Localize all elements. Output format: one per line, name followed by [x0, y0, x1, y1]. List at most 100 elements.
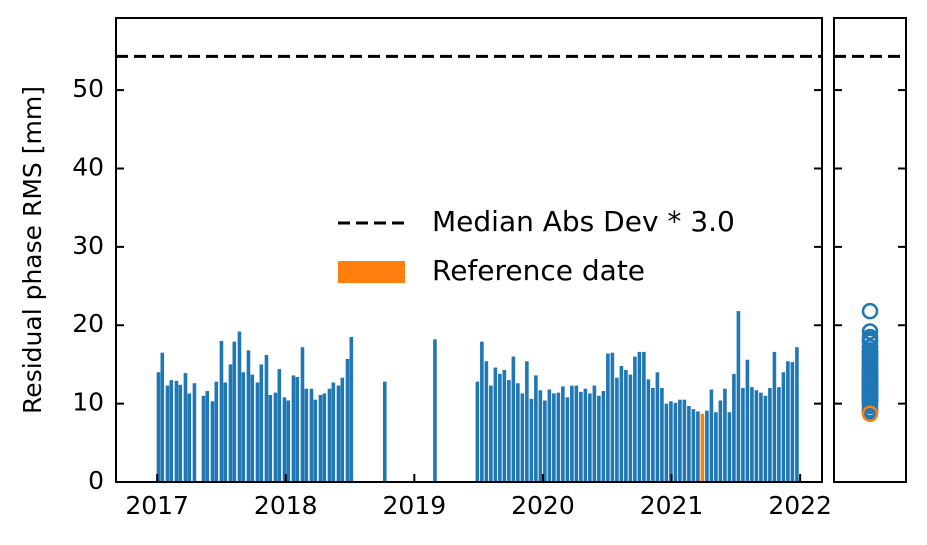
- x-tick-label: 2022: [768, 491, 832, 520]
- strip-point: [861, 323, 879, 340]
- strip-point: [861, 387, 879, 405]
- bar: [588, 393, 592, 482]
- bar: [382, 381, 387, 482]
- y-tick-label: 20: [72, 309, 104, 338]
- bar: [246, 350, 251, 482]
- y-tick-label: 50: [72, 74, 104, 103]
- bar: [534, 375, 538, 482]
- x-tick-label: 2018: [254, 491, 318, 520]
- bar: [498, 373, 502, 482]
- bar: [619, 366, 624, 482]
- bar: [156, 372, 161, 482]
- bar: [552, 393, 556, 482]
- bar: [633, 356, 637, 482]
- bar: [669, 401, 673, 482]
- bar: [556, 392, 561, 482]
- bar: [178, 384, 183, 482]
- bar: [241, 372, 246, 482]
- bar: [763, 395, 768, 482]
- bar: [768, 387, 772, 482]
- bar: [606, 353, 610, 482]
- bar: [646, 379, 651, 482]
- bar: [255, 382, 260, 482]
- bar: [786, 361, 790, 482]
- bar: [637, 351, 642, 482]
- bar: [732, 373, 736, 482]
- bar: [259, 364, 264, 482]
- strip-point: [861, 343, 879, 361]
- bar: [781, 372, 786, 482]
- bar: [331, 382, 336, 482]
- bar: [165, 385, 170, 482]
- bar: [187, 393, 192, 482]
- bar: [759, 392, 763, 482]
- bar: [691, 409, 696, 482]
- bar: [340, 377, 345, 482]
- bar: [579, 391, 583, 482]
- bar: [273, 392, 278, 482]
- y-tick-label: 40: [72, 152, 104, 181]
- bar: [516, 383, 520, 482]
- bar: [601, 391, 606, 482]
- bar: [313, 399, 318, 482]
- y-tick-label: 0: [88, 466, 104, 495]
- bar: [160, 352, 165, 482]
- bar: [750, 387, 754, 482]
- bar: [268, 395, 273, 482]
- bar: [480, 341, 484, 482]
- bar: [232, 341, 237, 482]
- bar: [660, 387, 664, 482]
- bar: [322, 393, 327, 482]
- bar: [655, 372, 660, 482]
- bar: [295, 376, 300, 482]
- y-tick-label: 10: [72, 388, 104, 417]
- bar: [345, 358, 350, 482]
- bar: [790, 362, 795, 482]
- bar: [264, 355, 269, 482]
- bar: [507, 380, 511, 482]
- bar: [286, 400, 291, 482]
- bar: [642, 351, 646, 482]
- bar: [493, 367, 498, 482]
- bar: [174, 380, 179, 482]
- bar: [682, 399, 687, 482]
- bar: [727, 412, 732, 482]
- bar: [169, 380, 174, 482]
- bar: [714, 412, 718, 482]
- bar: [277, 369, 282, 482]
- bar: [583, 388, 588, 482]
- strip-point: [861, 338, 879, 356]
- bar: [228, 364, 233, 482]
- bar: [741, 387, 745, 482]
- legend-label: Median Abs Dev * 3.0: [432, 205, 735, 238]
- bar: [219, 340, 224, 482]
- bar: [525, 361, 529, 482]
- x-tick-label: 2017: [125, 491, 189, 520]
- bar: [475, 381, 480, 482]
- bar: [205, 391, 210, 482]
- y-tick-label: 30: [72, 231, 104, 260]
- strip-point: [861, 405, 879, 423]
- bar: [192, 383, 197, 482]
- bar: [696, 411, 700, 482]
- bar: [327, 388, 332, 482]
- bar: [484, 361, 489, 482]
- bar: [709, 389, 714, 482]
- bar: [237, 331, 242, 482]
- bar: [561, 386, 565, 482]
- bar: [718, 400, 723, 482]
- bar: [772, 351, 777, 482]
- bar: [610, 352, 615, 482]
- bar: [678, 399, 682, 482]
- x-tick-label: 2020: [511, 491, 575, 520]
- bar: [687, 405, 691, 482]
- bar: [624, 369, 628, 482]
- bar: [592, 385, 597, 482]
- bar: [282, 397, 287, 482]
- bar: [336, 385, 341, 482]
- bar: [543, 400, 547, 482]
- bar: [201, 395, 206, 482]
- bar: [214, 381, 219, 482]
